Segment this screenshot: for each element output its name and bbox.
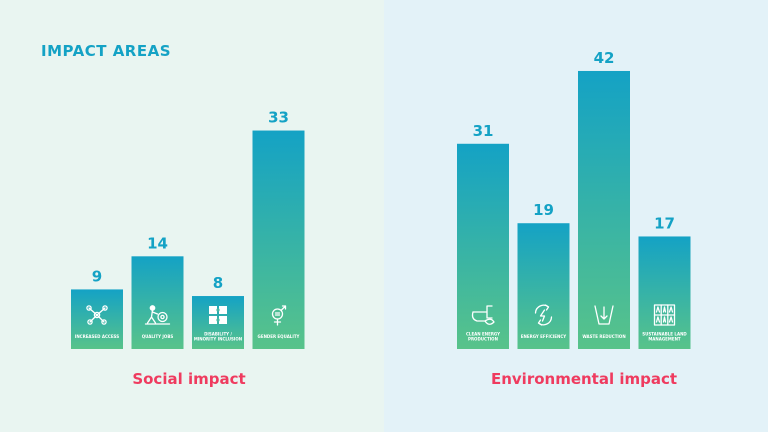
- social-impact-label: Social impact: [132, 370, 246, 388]
- bar-network: [71, 289, 123, 349]
- environmental-impact-panel: [384, 0, 768, 432]
- bar-category-caption: CLEAN ENERGY: [466, 332, 500, 337]
- bar-category-caption: DISABILITY /: [204, 332, 232, 337]
- bar-category-caption: MINORITY INCLUSION: [194, 337, 242, 342]
- bar-energy-cycle: [517, 223, 570, 349]
- bar-value-label: 17: [654, 214, 675, 232]
- page-title: IMPACT AREAS: [41, 42, 172, 60]
- bar-category-caption: PRODUCTION: [468, 337, 498, 342]
- bar-land-grid: [638, 236, 691, 349]
- bar-value-label: 8: [213, 274, 223, 292]
- energy-cycle-icon: [534, 304, 553, 326]
- bar-waste-bin: [578, 70, 630, 350]
- bar-category-caption: SUSTAINABLE LAND: [642, 332, 687, 337]
- bar-gender-equality: [252, 130, 305, 349]
- bar-category-caption: ENERGY EFFICIENCY: [521, 334, 567, 339]
- bar-category-caption: WASTE REDUCTION: [582, 334, 625, 339]
- bar-category-caption: QUALITY JOBS: [142, 334, 174, 339]
- bar-value-label: 19: [533, 201, 554, 219]
- bar-worker-gear: [131, 256, 184, 349]
- land-grid-icon: [653, 304, 676, 326]
- environmental-impact-label: Environmental impact: [490, 370, 678, 388]
- bar-plug-leaf: [457, 143, 509, 349]
- bar-category-caption: GENDER EQUALITY: [258, 334, 300, 339]
- gender-equality-icon: [271, 305, 287, 326]
- bar-group-0: 9 INCREASED ACCESS 14 QUALITY JOBS 8 DISABILI…: [71, 109, 305, 349]
- bar-value-label: 42: [594, 49, 615, 67]
- waste-bin-icon: [594, 305, 614, 325]
- bar-value-label: 9: [92, 267, 102, 285]
- social-impact-panel: [0, 0, 384, 432]
- bar-category-caption: INCREASED ACCESS: [75, 334, 119, 339]
- bar-value-label: 33: [268, 109, 289, 127]
- puzzle-hands-icon: [209, 306, 227, 324]
- plug-leaf-icon: [471, 305, 495, 325]
- network-icon: [86, 305, 108, 325]
- bar-value-label: 14: [147, 234, 168, 252]
- bar-puzzle-hands: [192, 296, 244, 349]
- bar-category-caption: MANAGEMENT: [648, 337, 681, 342]
- bar-value-label: 31: [473, 122, 494, 140]
- worker-gear-icon: [144, 305, 171, 325]
